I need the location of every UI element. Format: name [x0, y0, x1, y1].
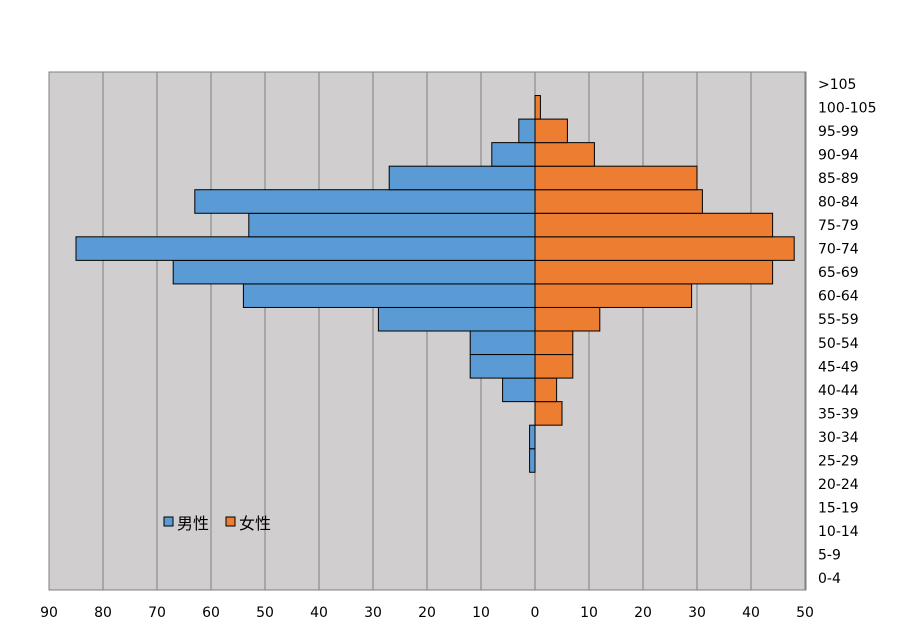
bar-female-55-59: [534, 306, 601, 332]
bar-male-30-34: [529, 424, 536, 450]
y-tick-label: 40-44: [818, 383, 859, 399]
x-tick-label: 40: [742, 605, 760, 621]
x-tick-label: 0: [531, 605, 540, 621]
x-tick-label: 50: [256, 605, 274, 621]
y-tick-label: 45-49: [818, 359, 859, 375]
y-tick-label: 70-74: [818, 242, 859, 258]
x-tick-label: 90: [40, 605, 58, 621]
x-tick-label: 60: [202, 605, 220, 621]
x-tick-label: 20: [634, 605, 652, 621]
legend-label-male: 男性: [177, 514, 209, 533]
legend-swatch-female: [225, 516, 236, 527]
bar-male-95-99: [518, 118, 536, 144]
y-tick-label: 90-94: [818, 147, 859, 163]
y-tick-label: 20-24: [818, 477, 859, 493]
y-tick-label: 35-39: [818, 406, 859, 422]
y-tick-label: 75-79: [818, 218, 859, 234]
x-tick-label: 30: [364, 605, 382, 621]
x-tick-label: 10: [580, 605, 598, 621]
y-tick-label: 85-89: [818, 171, 859, 187]
bar-male-40-44: [502, 377, 536, 403]
y-tick-label: 15-19: [818, 501, 859, 517]
y-axis-tick-labels: 0-4 5-9 10-14 15-19 20-24 25-29 30-34 35-39 40-4…: [818, 77, 877, 587]
legend: 男性 女性: [163, 514, 271, 533]
x-tick-label: 30: [688, 605, 706, 621]
legend-label-female: 女性: [239, 514, 271, 533]
x-tick-label: 10: [472, 605, 490, 621]
y-tick-label: 100-105: [818, 100, 877, 116]
y-tick-label: 65-69: [818, 265, 859, 281]
bar-male-45-49: [469, 354, 536, 379]
bar-female-65-69: [534, 259, 774, 285]
bar-female-50-54: [534, 330, 574, 356]
y-tick-label: 50-54: [818, 336, 859, 352]
bar-female-70-74: [534, 236, 795, 261]
bars: [75, 95, 795, 473]
y-tick-label: 10-14: [818, 524, 859, 540]
bar-female-90-94: [534, 142, 595, 167]
x-tick-label: 50: [796, 605, 814, 621]
bar-female-40-44: [534, 377, 558, 403]
bar-male-75-79: [248, 212, 536, 238]
bar-male-60-64: [242, 283, 536, 308]
legend-swatch-male: [163, 516, 174, 527]
y-tick-label: 25-29: [818, 454, 859, 470]
bar-female-85-89: [534, 165, 698, 191]
bar-female-80-84: [534, 189, 703, 214]
x-tick-label: 80: [94, 605, 112, 621]
bar-male-80-84: [194, 189, 536, 214]
bar-male-55-59: [377, 306, 536, 332]
x-tick-label: 20: [418, 605, 436, 621]
y-tick-label: >105: [818, 77, 856, 93]
bar-male-85-89: [388, 165, 536, 191]
bar-male-50-54: [469, 330, 536, 356]
y-tick-label: 0-4: [818, 571, 841, 587]
bar-male-90-94: [491, 142, 536, 167]
y-tick-label: 95-99: [818, 124, 859, 140]
x-axis-tick-labels: 90 80 70 60 50 40 30 20 10 0 10 20 30 40 50: [40, 605, 814, 621]
bar-female-75-79: [534, 212, 774, 238]
bar-female-35-39: [534, 401, 563, 426]
bar-male-65-69: [172, 259, 536, 285]
bar-female-95-99: [534, 118, 568, 144]
y-tick-label: 30-34: [818, 430, 859, 446]
bar-female-60-64: [534, 283, 693, 308]
y-tick-label: 55-59: [818, 312, 859, 328]
bar-male-25-29: [529, 448, 536, 473]
bar-female-45-49: [534, 354, 574, 379]
y-tick-label: 5-9: [818, 548, 841, 564]
x-tick-label: 40: [310, 605, 328, 621]
x-tick-label: 70: [148, 605, 166, 621]
y-tick-label: 80-84: [818, 195, 859, 211]
y-tick-label: 60-64: [818, 289, 859, 305]
bar-male-70-74: [75, 236, 536, 261]
bar-female-100-105: [534, 95, 541, 120]
